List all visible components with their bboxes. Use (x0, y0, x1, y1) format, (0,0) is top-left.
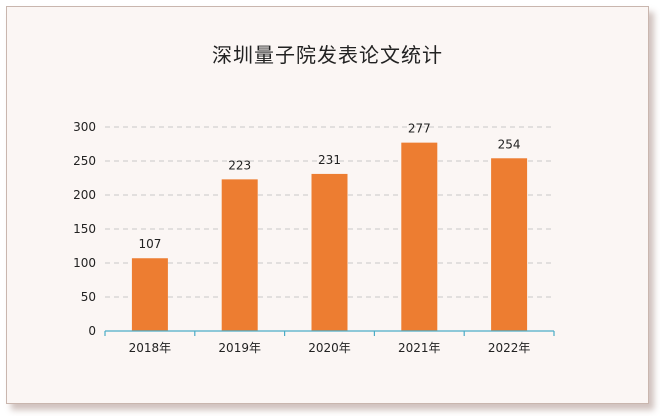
x-tick-label: 2022年 (488, 341, 531, 355)
data-label: 254 (498, 137, 521, 151)
bar (221, 179, 258, 331)
data-label: 107 (138, 237, 161, 251)
y-tick-label: 50 (81, 290, 96, 304)
x-tick-label: 2019年 (218, 341, 261, 355)
bar (131, 258, 168, 331)
y-tick-label: 200 (73, 188, 96, 202)
data-label: 277 (408, 122, 431, 136)
bar (401, 142, 438, 331)
chart-title: 深圳量子院发表论文统计 (212, 43, 443, 67)
y-tick-label: 0 (88, 324, 96, 338)
y-tick-label: 150 (73, 222, 96, 236)
x-tick-label: 2018年 (129, 341, 172, 355)
y-tick-label: 250 (73, 154, 96, 168)
x-tick-label: 2020年 (308, 341, 351, 355)
y-tick-label: 100 (73, 256, 96, 270)
x-tick-label: 2021年 (398, 341, 441, 355)
bar (311, 173, 348, 331)
data-label: 223 (228, 158, 251, 172)
y-tick-label: 300 (73, 120, 96, 134)
bar-chart: 0 50 100 150 200 250 300 107 2018年 223 2019年 231 202… (73, 120, 555, 355)
chart-card: 深圳量子院发表论文统计 0 50 100 150 200 250 300 107 2018年 22… (6, 6, 649, 404)
bar (491, 158, 528, 331)
data-label: 231 (318, 153, 341, 167)
